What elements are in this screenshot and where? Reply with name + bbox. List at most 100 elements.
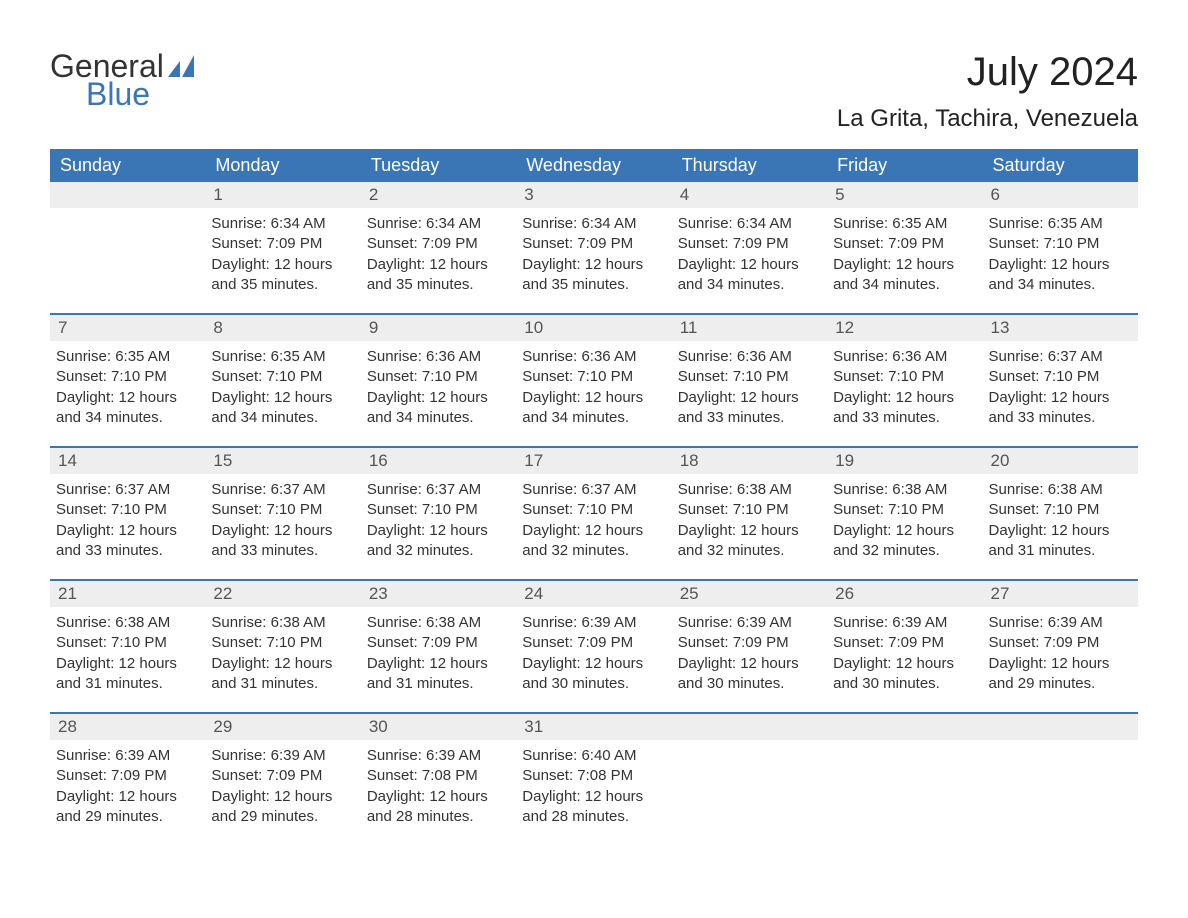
day-details: Sunrise: 6:36 AMSunset: 7:10 PMDaylight:…	[827, 341, 982, 428]
daylight-line1: Daylight: 12 hours	[367, 255, 510, 275]
day-number: 9	[361, 315, 516, 341]
day-number: 27	[983, 581, 1138, 607]
daylight-line1: Daylight: 12 hours	[211, 654, 354, 674]
daylight-line1: Daylight: 12 hours	[367, 654, 510, 674]
day-details: Sunrise: 6:39 AMSunset: 7:09 PMDaylight:…	[205, 740, 360, 827]
sunrise-text: Sunrise: 6:34 AM	[678, 214, 821, 234]
day-details: Sunrise: 6:34 AMSunset: 7:09 PMDaylight:…	[205, 208, 360, 295]
day-number: 20	[983, 448, 1138, 474]
day-number: 5	[827, 182, 982, 208]
sunrise-text: Sunrise: 6:38 AM	[833, 480, 976, 500]
day-details: Sunrise: 6:39 AMSunset: 7:09 PMDaylight:…	[516, 607, 671, 694]
calendar-week: 28Sunrise: 6:39 AMSunset: 7:09 PMDayligh…	[50, 712, 1138, 845]
calendar-week: 1Sunrise: 6:34 AMSunset: 7:09 PMDaylight…	[50, 182, 1138, 313]
day-number: 12	[827, 315, 982, 341]
day-header-row: Sunday Monday Tuesday Wednesday Thursday…	[50, 149, 1138, 182]
calendar-cell: 30Sunrise: 6:39 AMSunset: 7:08 PMDayligh…	[361, 714, 516, 845]
sunset-text: Sunset: 7:10 PM	[833, 367, 976, 387]
calendar-cell: 22Sunrise: 6:38 AMSunset: 7:10 PMDayligh…	[205, 581, 360, 712]
sunrise-text: Sunrise: 6:38 AM	[989, 480, 1132, 500]
daylight-line1: Daylight: 12 hours	[522, 654, 665, 674]
sunrise-text: Sunrise: 6:36 AM	[522, 347, 665, 367]
calendar-cell: 15Sunrise: 6:37 AMSunset: 7:10 PMDayligh…	[205, 448, 360, 579]
day-number: 3	[516, 182, 671, 208]
calendar-cell: 12Sunrise: 6:36 AMSunset: 7:10 PMDayligh…	[827, 315, 982, 446]
daylight-line2: and 33 minutes.	[211, 541, 354, 561]
daylight-line2: and 34 minutes.	[833, 275, 976, 295]
daylight-line1: Daylight: 12 hours	[211, 255, 354, 275]
day-details: Sunrise: 6:37 AMSunset: 7:10 PMDaylight:…	[205, 474, 360, 561]
daylight-line1: Daylight: 12 hours	[56, 787, 199, 807]
calendar-cell: 24Sunrise: 6:39 AMSunset: 7:09 PMDayligh…	[516, 581, 671, 712]
daylight-line1: Daylight: 12 hours	[211, 521, 354, 541]
daylight-line2: and 32 minutes.	[367, 541, 510, 561]
sunrise-text: Sunrise: 6:37 AM	[56, 480, 199, 500]
calendar-week: 14Sunrise: 6:37 AMSunset: 7:10 PMDayligh…	[50, 446, 1138, 579]
logo-word-blue: Blue	[86, 78, 194, 110]
calendar-cell: 18Sunrise: 6:38 AMSunset: 7:10 PMDayligh…	[672, 448, 827, 579]
day-number: 13	[983, 315, 1138, 341]
day-number: 19	[827, 448, 982, 474]
sunrise-text: Sunrise: 6:35 AM	[211, 347, 354, 367]
weeks-container: 1Sunrise: 6:34 AMSunset: 7:09 PMDaylight…	[50, 182, 1138, 845]
daylight-line2: and 29 minutes.	[989, 674, 1132, 694]
sunset-text: Sunset: 7:10 PM	[367, 500, 510, 520]
day-number: 23	[361, 581, 516, 607]
calendar-cell	[50, 182, 205, 313]
daylight-line1: Daylight: 12 hours	[56, 388, 199, 408]
day-details: Sunrise: 6:36 AMSunset: 7:10 PMDaylight:…	[361, 341, 516, 428]
sunset-text: Sunset: 7:09 PM	[989, 633, 1132, 653]
sunrise-text: Sunrise: 6:37 AM	[989, 347, 1132, 367]
calendar-cell: 21Sunrise: 6:38 AMSunset: 7:10 PMDayligh…	[50, 581, 205, 712]
daylight-line2: and 31 minutes.	[367, 674, 510, 694]
calendar: Sunday Monday Tuesday Wednesday Thursday…	[50, 149, 1138, 845]
sunrise-text: Sunrise: 6:34 AM	[367, 214, 510, 234]
sunset-text: Sunset: 7:09 PM	[367, 633, 510, 653]
sunrise-text: Sunrise: 6:39 AM	[989, 613, 1132, 633]
daylight-line1: Daylight: 12 hours	[678, 654, 821, 674]
sunrise-text: Sunrise: 6:37 AM	[367, 480, 510, 500]
daylight-line1: Daylight: 12 hours	[678, 521, 821, 541]
daylight-line2: and 32 minutes.	[522, 541, 665, 561]
calendar-cell: 6Sunrise: 6:35 AMSunset: 7:10 PMDaylight…	[983, 182, 1138, 313]
day-number: 15	[205, 448, 360, 474]
day-details: Sunrise: 6:39 AMSunset: 7:09 PMDaylight:…	[50, 740, 205, 827]
day-number: 24	[516, 581, 671, 607]
daylight-line1: Daylight: 12 hours	[56, 654, 199, 674]
location-text: La Grita, Tachira, Venezuela	[837, 105, 1138, 133]
daylight-line2: and 31 minutes.	[56, 674, 199, 694]
calendar-cell: 29Sunrise: 6:39 AMSunset: 7:09 PMDayligh…	[205, 714, 360, 845]
sunrise-text: Sunrise: 6:36 AM	[367, 347, 510, 367]
sunset-text: Sunset: 7:10 PM	[989, 500, 1132, 520]
day-number: 31	[516, 714, 671, 740]
day-number: 7	[50, 315, 205, 341]
sunrise-text: Sunrise: 6:34 AM	[522, 214, 665, 234]
daylight-line1: Daylight: 12 hours	[211, 787, 354, 807]
daylight-line1: Daylight: 12 hours	[211, 388, 354, 408]
day-number: 8	[205, 315, 360, 341]
sunset-text: Sunset: 7:09 PM	[678, 633, 821, 653]
sunrise-text: Sunrise: 6:39 AM	[211, 746, 354, 766]
sunset-text: Sunset: 7:09 PM	[522, 633, 665, 653]
sunset-text: Sunset: 7:10 PM	[522, 500, 665, 520]
day-number: 21	[50, 581, 205, 607]
day-details: Sunrise: 6:35 AMSunset: 7:09 PMDaylight:…	[827, 208, 982, 295]
daylight-line2: and 30 minutes.	[833, 674, 976, 694]
calendar-cell: 11Sunrise: 6:36 AMSunset: 7:10 PMDayligh…	[672, 315, 827, 446]
calendar-cell: 27 Sunrise: 6:39 AMSunset: 7:09 PMDayligh…	[983, 581, 1138, 712]
day-number	[50, 182, 205, 208]
sunrise-text: Sunrise: 6:35 AM	[833, 214, 976, 234]
day-number: 30	[361, 714, 516, 740]
sunrise-text: Sunrise: 6:35 AM	[989, 214, 1132, 234]
daylight-line2: and 35 minutes.	[522, 275, 665, 295]
sunrise-text: Sunrise: 6:39 AM	[367, 746, 510, 766]
sunset-text: Sunset: 7:10 PM	[211, 367, 354, 387]
calendar-cell	[983, 714, 1138, 845]
sunset-text: Sunset: 7:10 PM	[833, 500, 976, 520]
day-number: 17	[516, 448, 671, 474]
day-details: Sunrise: 6:39 AMSunset: 7:09 PMDaylight:…	[827, 607, 982, 694]
daylight-line2: and 33 minutes.	[56, 541, 199, 561]
sunrise-text: Sunrise: 6:35 AM	[56, 347, 199, 367]
daylight-line1: Daylight: 12 hours	[522, 388, 665, 408]
daylight-line1: Daylight: 12 hours	[989, 654, 1132, 674]
